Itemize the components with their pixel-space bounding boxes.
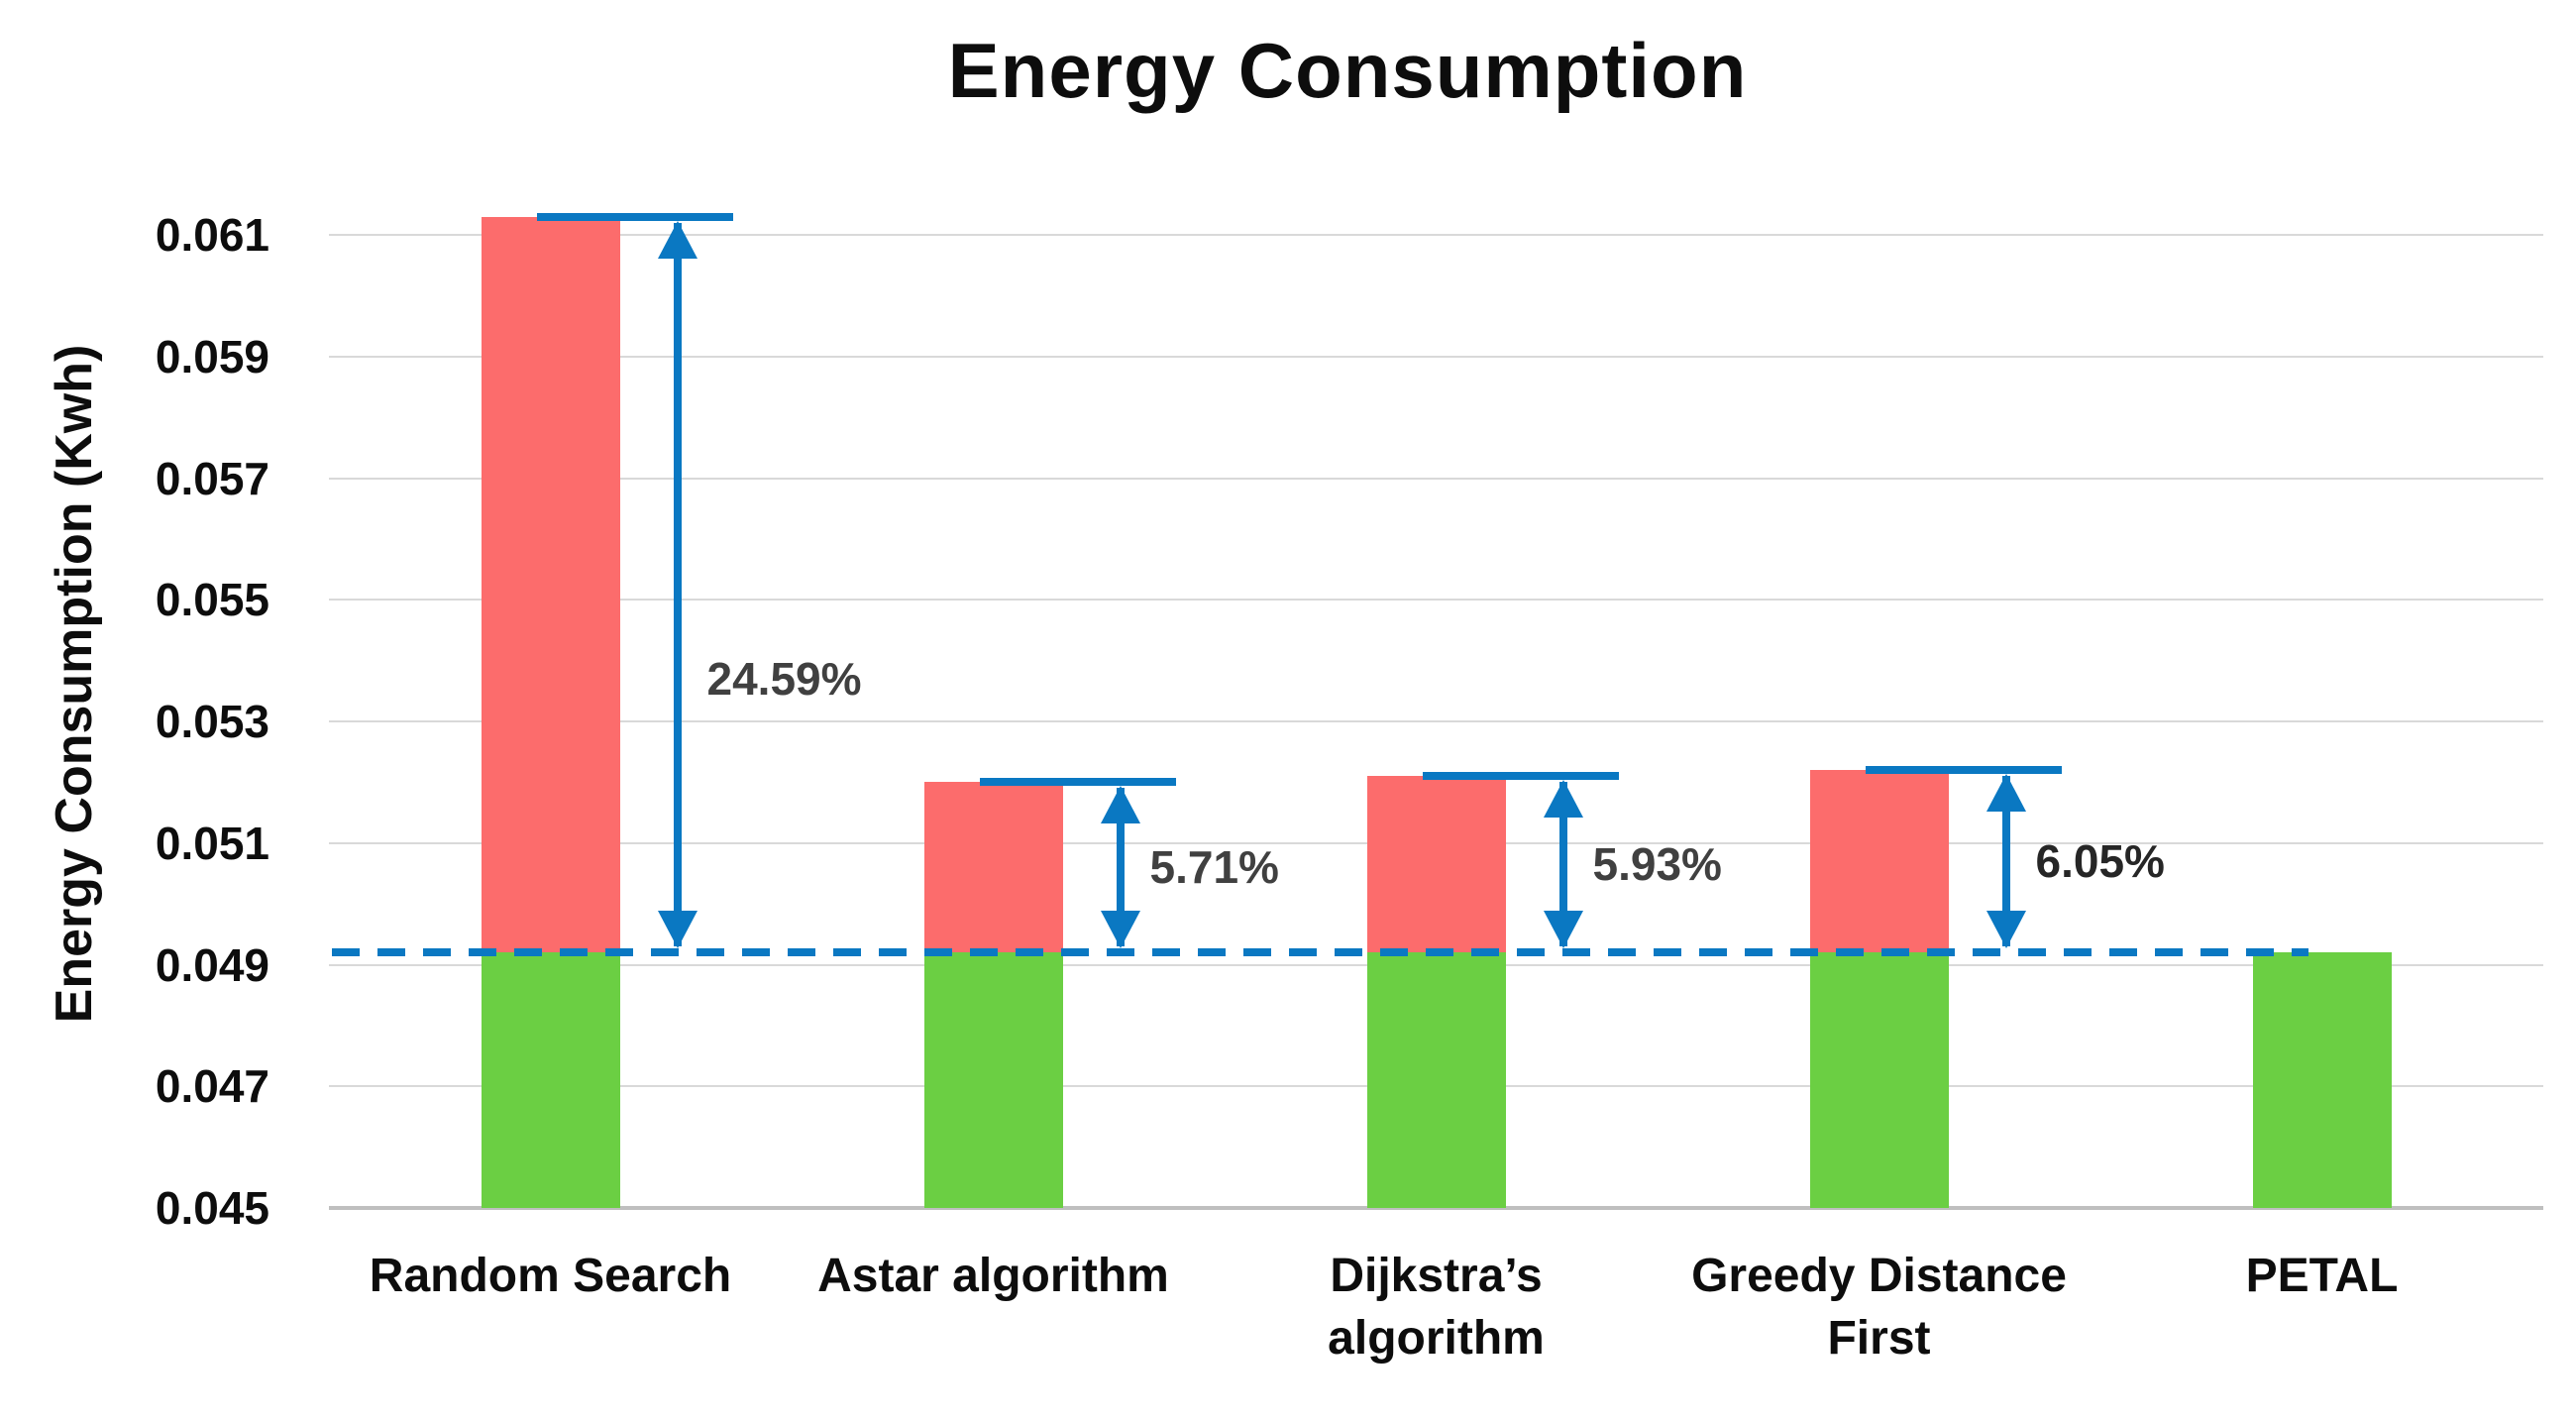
gridline-0.055 [329, 599, 2543, 602]
arrow-head-up-icon-astar-algorithm [1100, 786, 1140, 824]
y-tick-label-0.053: 0.053 [155, 696, 269, 747]
arrow-head-down-icon-astar-algorithm [1100, 911, 1140, 949]
arrow-head-down-icon-greedy-distance-first [1986, 911, 2026, 949]
bar-red-greedy-distance-first [1809, 770, 1949, 953]
y-tick-label-0.061: 0.061 [155, 209, 269, 261]
y-tick-label-0.055: 0.055 [155, 574, 269, 626]
arrow-head-up-icon-random-search [657, 220, 698, 259]
x-tick-label-astar-algorithm: Astar algorithm [697, 1245, 1291, 1307]
gridline-0.057 [329, 477, 2543, 480]
x-tick-label-dijkstra-s-algorithm: Dijkstra’s algorithm [1139, 1245, 1734, 1370]
x-tick-label-line: Dijkstra’s [1330, 1250, 1543, 1302]
chart-title: Energy Consumption [947, 27, 1748, 114]
x-axis-line [329, 1206, 2543, 1210]
comparison-arrow-astar-algorithm [1116, 788, 1125, 947]
arrow-head-up-icon-greedy-distance-first [1986, 774, 2026, 813]
x-tick-label-greedy-distance-first: Greedy Distance First [1582, 1245, 2177, 1370]
pct-annotation-astar-algorithm: 5.71% [1149, 841, 1279, 894]
bar-green-greedy-distance-first [1809, 952, 1949, 1208]
pct-annotation-greedy-distance-first: 6.05% [2035, 835, 2165, 888]
x-tick-label-line: algorithm [1328, 1312, 1545, 1366]
x-tick-label-petal: PETAL [2025, 1245, 2576, 1307]
bar-green-random-search [481, 952, 620, 1208]
bar-red-dijkstra-s-algorithm [1366, 776, 1506, 953]
pct-annotation-dijkstra-s-algorithm: 5.93% [1592, 838, 1722, 891]
bar-top-cap-random-search [536, 212, 733, 221]
bar-green-dijkstra-s-algorithm [1366, 952, 1506, 1208]
y-tick-label-0.059: 0.059 [155, 330, 269, 383]
y-tick-label-0.049: 0.049 [155, 938, 269, 991]
baseline-dashed-line [332, 948, 2308, 957]
x-tick-label-line: Astar algorithm [817, 1250, 1169, 1302]
bar-top-cap-dijkstra-s-algorithm [1422, 772, 1619, 781]
y-tick-label-0.051: 0.051 [155, 817, 269, 869]
x-tick-label-line: First [1827, 1312, 1931, 1366]
arrow-head-down-icon-dijkstra-s-algorithm [1543, 911, 1583, 949]
bar-red-random-search [481, 216, 620, 953]
bar-green-petal [2252, 952, 2392, 1208]
bar-red-astar-algorithm [923, 782, 1063, 953]
x-tick-label-line: PETAL [2245, 1250, 2399, 1302]
gridline-0.061 [329, 234, 2543, 236]
arrow-head-up-icon-dijkstra-s-algorithm [1543, 780, 1583, 819]
comparison-arrow-random-search [673, 222, 682, 947]
arrow-head-down-icon-random-search [657, 911, 698, 949]
bar-top-cap-greedy-distance-first [1865, 766, 2062, 775]
comparison-arrow-greedy-distance-first [2001, 776, 2010, 947]
y-tick-label-0.057: 0.057 [155, 452, 269, 504]
gridline-0.059 [329, 355, 2543, 358]
y-tick-label-0.045: 0.045 [155, 1182, 269, 1234]
comparison-arrow-dijkstra-s-algorithm [1558, 782, 1567, 947]
bar-top-cap-astar-algorithm [979, 778, 1176, 787]
y-tick-label-0.047: 0.047 [155, 1060, 269, 1113]
x-tick-label-random-search: Random Search [254, 1245, 848, 1307]
pct-annotation-random-search: 24.59% [706, 652, 862, 705]
x-tick-label-line: Random Search [369, 1250, 732, 1302]
x-tick-label-line: Greedy Distance [1691, 1250, 2067, 1302]
gridline-0.053 [329, 720, 2543, 722]
bar-green-astar-algorithm [923, 952, 1063, 1208]
